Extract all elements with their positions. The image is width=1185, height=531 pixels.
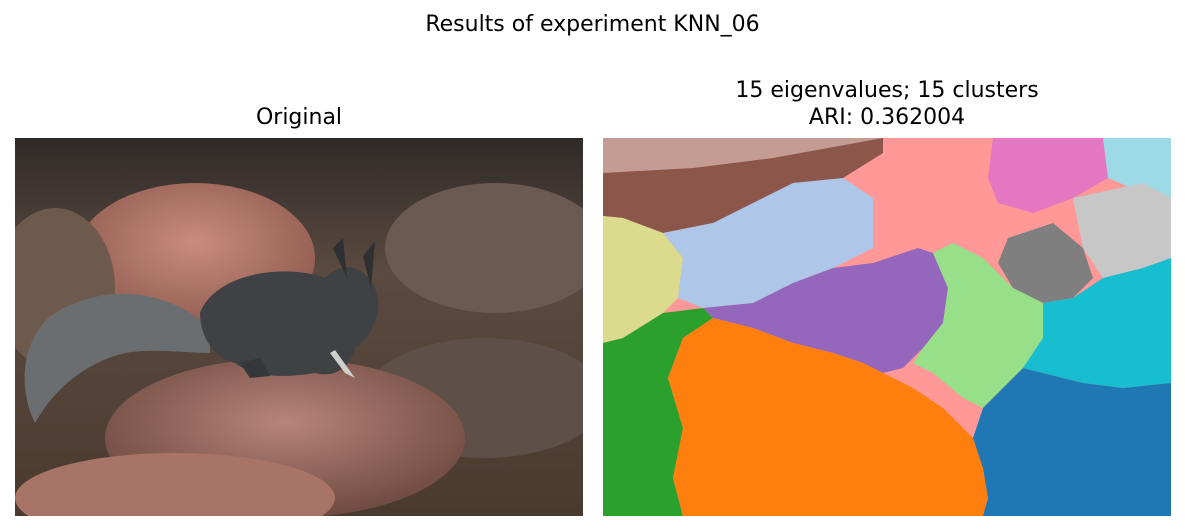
cluster-region bbox=[1073, 183, 1171, 278]
segmentation-title-line2: ARI: 0.362004 bbox=[808, 105, 966, 130]
original-panel-title: Original bbox=[255, 105, 343, 130]
cluster-region bbox=[988, 138, 1108, 213]
foreground-rock bbox=[15, 453, 335, 516]
cluster-region bbox=[973, 368, 1171, 516]
cluster-region bbox=[603, 216, 683, 343]
squirrel-body bbox=[200, 267, 379, 376]
segmentation-map bbox=[603, 138, 1171, 516]
squirrel-ear bbox=[333, 238, 347, 278]
squirrel-ear bbox=[363, 241, 375, 288]
figure-title: Results of experiment KNN_06 bbox=[425, 12, 760, 37]
segmentation-panel-title: 15 eigenvalues; 15 clusters ARI: 0.36200… bbox=[603, 77, 1171, 131]
original-image bbox=[15, 138, 583, 516]
cluster-region bbox=[603, 308, 713, 516]
cluster-region bbox=[1103, 138, 1171, 198]
background-rock bbox=[385, 183, 583, 313]
squirrel-tail bbox=[24, 293, 210, 423]
cluster-region bbox=[998, 223, 1093, 303]
squirrel-leg bbox=[330, 350, 355, 378]
cluster-region bbox=[668, 318, 988, 516]
segmentation-title-line1: 15 eigenvalues; 15 clusters bbox=[735, 78, 1039, 103]
cluster-region bbox=[663, 178, 873, 308]
cluster-region bbox=[913, 243, 1043, 408]
cluster-region bbox=[1023, 258, 1171, 388]
cluster-region bbox=[603, 138, 883, 233]
cluster-region bbox=[603, 138, 883, 173]
segmentation-image bbox=[603, 138, 1171, 516]
cluster-region bbox=[703, 248, 948, 373]
squirrel-photo bbox=[15, 138, 583, 516]
squirrel-leg bbox=[240, 358, 270, 378]
